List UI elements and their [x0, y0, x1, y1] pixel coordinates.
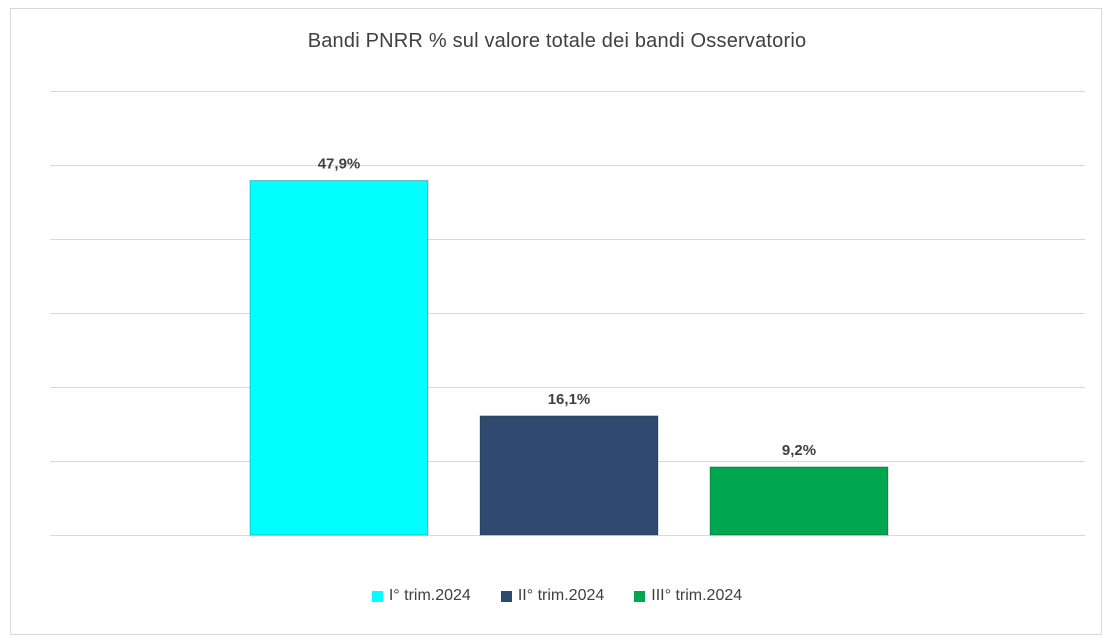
- data-label-2: 16,1%: [548, 391, 591, 408]
- grid-lines: [50, 91, 1085, 536]
- legend: I° trim.2024 II° trim.2024 III° trim.202…: [0, 587, 1114, 605]
- legend-swatch-q2: [500, 590, 512, 602]
- legend-label-q2: II° trim.2024: [517, 587, 605, 604]
- data-label-1: 47,9%: [318, 156, 361, 173]
- legend-item-q3[interactable]: III° trim.2024: [634, 587, 742, 605]
- bar-2[interactable]: [479, 415, 659, 536]
- data-label-3: 9,2%: [782, 442, 816, 459]
- legend-item-q2[interactable]: II° trim.2024: [500, 587, 605, 605]
- bars: [249, 180, 889, 536]
- chart-title: Bandi PNRR % sul valore totale dei bandi…: [307, 30, 807, 52]
- data-labels: 47,9% 16,1% 9,2%: [318, 156, 816, 459]
- legend-label-q1: I° trim.2024: [388, 587, 471, 604]
- legend-swatch-q3: [634, 590, 646, 602]
- bar-3[interactable]: [709, 466, 889, 536]
- legend-item-q1[interactable]: I° trim.2024: [371, 587, 471, 605]
- bar-1[interactable]: [249, 180, 429, 536]
- legend-swatch-q1: [371, 590, 383, 602]
- legend-label-q3: III° trim.2024: [651, 587, 743, 604]
